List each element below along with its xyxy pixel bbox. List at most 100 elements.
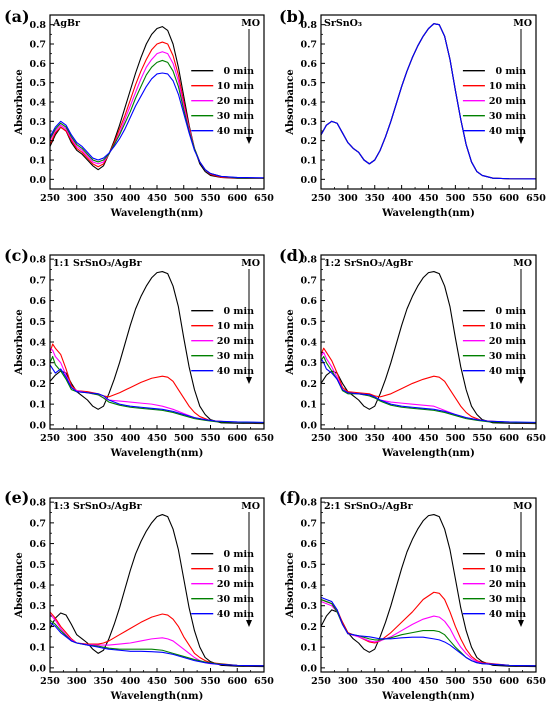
panel-e: 250 300 350 400 450 500 550 600 650 0.0 0.1 0.2 0.3 0… bbox=[4, 488, 274, 702]
legend-label: 0 min bbox=[224, 549, 255, 560]
legend-label: 40 min bbox=[489, 126, 526, 137]
x-tick-label: 650 bbox=[254, 676, 274, 687]
y-tick-label: 0.8 bbox=[29, 255, 46, 266]
y-tick-label: 0.7 bbox=[29, 275, 46, 286]
y-tick-label: 0.3 bbox=[300, 601, 317, 612]
y-tick-label: 0.5 bbox=[300, 78, 317, 89]
y-tick-label: 0.5 bbox=[300, 560, 317, 571]
corner-label: MO bbox=[241, 501, 260, 512]
panel-label: (a) bbox=[4, 7, 30, 26]
x-axis-title: Wavelength(nm) bbox=[110, 448, 204, 459]
series-line-0-min bbox=[50, 514, 264, 668]
x-tick-label: 400 bbox=[392, 676, 412, 687]
x-tick-label: 300 bbox=[338, 433, 358, 444]
x-axis-title: Wavelength(nm) bbox=[381, 448, 475, 459]
corner-label: MO bbox=[513, 258, 532, 269]
x-tick-label: 650 bbox=[526, 676, 546, 687]
x-axis-title: Wavelength(nm) bbox=[381, 208, 475, 219]
y-tick-label: 0.1 bbox=[29, 643, 46, 654]
y-tick-label: 0.6 bbox=[29, 296, 46, 307]
y-tick-label: 0.4 bbox=[300, 581, 317, 592]
panel-label: (d) bbox=[279, 246, 305, 265]
x-tick-label: 250 bbox=[40, 193, 60, 204]
x-tick-label: 500 bbox=[445, 433, 465, 444]
series-line-10-min bbox=[321, 347, 536, 424]
x-tick-label: 400 bbox=[120, 676, 140, 687]
x-tick-label: 300 bbox=[67, 193, 87, 204]
y-tick-label: 0.6 bbox=[29, 59, 46, 70]
y-tick-label: 0.1 bbox=[29, 156, 46, 167]
x-tick-label: 600 bbox=[499, 676, 519, 687]
series-line-10-min bbox=[50, 611, 264, 667]
y-tick-label: 0.2 bbox=[29, 622, 46, 633]
y-tick-label: 0.0 bbox=[300, 663, 317, 674]
x-tick-label: 600 bbox=[227, 193, 247, 204]
y-tick-label: 0.1 bbox=[300, 643, 317, 654]
x-tick-label: 600 bbox=[227, 676, 247, 687]
y-tick-label: 0.3 bbox=[29, 601, 46, 612]
x-tick-label: 650 bbox=[254, 193, 274, 204]
corner-label: MO bbox=[513, 501, 532, 512]
arrow-down-icon bbox=[518, 620, 524, 627]
x-tick-label: 250 bbox=[40, 433, 60, 444]
panel-f: 250 300 350 400 450 500 550 600 650 0.0 0.1 0.2 0.3 0… bbox=[279, 488, 546, 702]
y-tick-label: 0.7 bbox=[300, 518, 317, 529]
panel-title: 2:1 SrSnO₃/AgBr bbox=[324, 501, 414, 512]
y-tick-label: 0.7 bbox=[29, 518, 46, 529]
y-tick-label: 0.2 bbox=[29, 379, 46, 390]
legend-label: 40 min bbox=[489, 609, 526, 620]
x-tick-label: 250 bbox=[311, 193, 331, 204]
y-tick-label: 0.6 bbox=[300, 539, 317, 550]
legend-label: 10 min bbox=[489, 564, 526, 575]
y-tick-label: 0.8 bbox=[300, 498, 317, 509]
x-tick-label: 600 bbox=[227, 433, 247, 444]
corner-label: MO bbox=[513, 18, 532, 29]
y-tick-label: 0.1 bbox=[300, 156, 317, 167]
panel-title: AgBr bbox=[52, 18, 81, 29]
x-tick-label: 650 bbox=[526, 433, 546, 444]
x-tick-label: 300 bbox=[67, 676, 87, 687]
y-axis-title: Absorbance bbox=[14, 552, 25, 619]
x-tick-label: 500 bbox=[174, 193, 194, 204]
series-line-0-min bbox=[50, 271, 264, 425]
arrow-down-icon bbox=[518, 377, 524, 384]
legend-label: 30 min bbox=[217, 111, 254, 122]
y-tick-label: 0.4 bbox=[300, 338, 317, 349]
legend-label: 0 min bbox=[496, 306, 527, 317]
arrow-down-icon bbox=[246, 137, 252, 144]
y-tick-label: 0.2 bbox=[300, 379, 317, 390]
y-tick-label: 0.6 bbox=[300, 59, 317, 70]
y-tick-label: 0.8 bbox=[300, 20, 317, 31]
y-tick-label: 0.7 bbox=[300, 40, 317, 51]
x-tick-label: 650 bbox=[254, 433, 274, 444]
x-tick-label: 550 bbox=[201, 193, 221, 204]
x-tick-label: 250 bbox=[40, 676, 60, 687]
x-tick-label: 450 bbox=[147, 433, 167, 444]
x-tick-label: 650 bbox=[526, 193, 546, 204]
corner-label: MO bbox=[241, 258, 260, 269]
x-tick-label: 250 bbox=[311, 433, 331, 444]
x-tick-label: 500 bbox=[174, 433, 194, 444]
legend-label: 10 min bbox=[217, 321, 254, 332]
x-tick-label: 450 bbox=[419, 193, 439, 204]
series-line-40-min bbox=[321, 23, 536, 180]
y-tick-label: 0.6 bbox=[300, 296, 317, 307]
series-line-10-min bbox=[50, 343, 264, 424]
legend-label: 10 min bbox=[217, 81, 254, 92]
legend-label: 40 min bbox=[217, 366, 254, 377]
series-line-0-min bbox=[321, 514, 536, 668]
y-tick-label: 0.0 bbox=[29, 420, 46, 431]
series-line-20-min bbox=[321, 351, 536, 424]
x-tick-label: 500 bbox=[445, 676, 465, 687]
x-tick-label: 550 bbox=[201, 433, 221, 444]
y-tick-label: 0.4 bbox=[29, 581, 46, 592]
legend-label: 30 min bbox=[489, 351, 526, 362]
panel-label: (f) bbox=[279, 488, 301, 507]
arrow-down-icon bbox=[246, 620, 252, 627]
y-axis-title: Absorbance bbox=[285, 309, 296, 376]
y-tick-label: 0.2 bbox=[300, 136, 317, 147]
x-tick-label: 450 bbox=[147, 193, 167, 204]
y-tick-label: 0.5 bbox=[29, 78, 46, 89]
y-tick-label: 0.5 bbox=[29, 317, 46, 328]
y-axis-title: Absorbance bbox=[285, 552, 296, 619]
